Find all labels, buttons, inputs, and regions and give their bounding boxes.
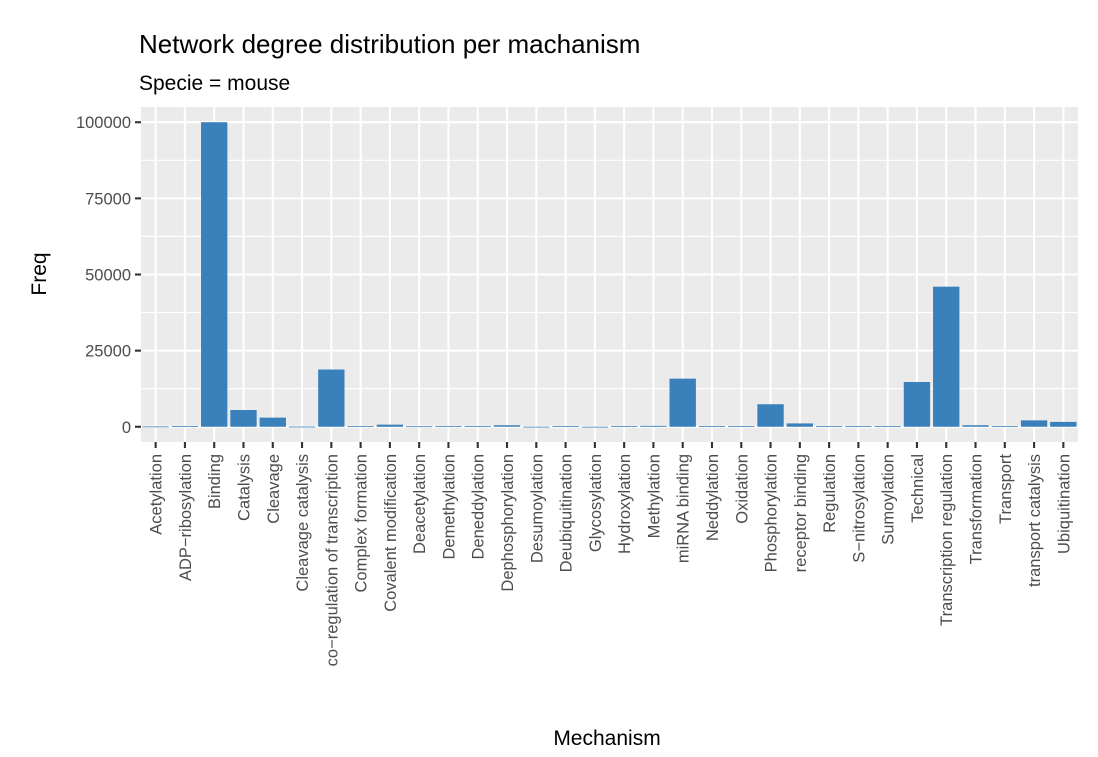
bar: [845, 426, 872, 427]
x-tick-label: Phosphorylation: [763, 454, 781, 572]
bar: [405, 426, 433, 428]
bar: [815, 426, 843, 427]
x-tick-label: Transcription regulation: [938, 454, 956, 626]
x-tick-label: S−nitrosylation: [850, 454, 868, 563]
x-tick-label: Complex formation: [353, 454, 371, 592]
x-tick-label: Technical: [909, 454, 927, 523]
bar: [757, 404, 784, 427]
bar: [171, 426, 199, 427]
bar: [669, 378, 696, 427]
x-tick-label: Binding: [206, 454, 224, 509]
x-tick-label: Covalent modification: [382, 454, 400, 612]
x-tick-label: Cleavage catalysis: [294, 454, 312, 592]
bar: [991, 426, 1018, 427]
x-tick-label: co−regulation of transcription: [323, 454, 341, 666]
x-tick-label: ADP−ribosylation: [177, 454, 195, 581]
bar: [201, 122, 228, 427]
y-tick-label: 75000: [85, 190, 131, 208]
x-tick-label: Hydroxylation: [616, 454, 634, 554]
x-tick-label: Desumoylation: [528, 454, 546, 563]
bar: [347, 426, 374, 427]
bar: [288, 426, 316, 428]
bar: [581, 426, 609, 428]
bar: [728, 426, 755, 427]
bar: [786, 423, 814, 427]
bar: [523, 426, 550, 428]
x-tick-label: Transformation: [968, 454, 986, 564]
x-tick-label: Neddylation: [704, 454, 722, 541]
x-tick-label: Transport: [997, 454, 1015, 524]
y-tick-label: 100000: [76, 114, 131, 132]
x-tick-label: Deubiquitination: [558, 454, 576, 572]
bar: [493, 425, 521, 427]
bar: [640, 425, 667, 427]
x-tick-label: Demethylation: [440, 454, 458, 559]
bar: [933, 286, 960, 427]
x-tick-label: transport catalysis: [1026, 454, 1044, 587]
y-tick-label: 25000: [85, 343, 131, 361]
x-tick-label: Deacetylation: [411, 454, 429, 554]
x-tick-label: Catalysis: [235, 454, 253, 521]
x-tick-label: Oxidation: [733, 454, 751, 524]
x-tick-label: miRNA binding: [675, 454, 693, 563]
bar: [376, 424, 404, 427]
bar: [142, 426, 169, 428]
y-axis-title: Freq: [28, 252, 51, 295]
y-tick-label: 0: [122, 419, 131, 437]
x-tick-label: Sumoylation: [880, 454, 898, 545]
bars: [142, 122, 1077, 428]
bar: [552, 426, 579, 427]
y-tick-label: 50000: [85, 267, 131, 285]
bar: [318, 369, 345, 427]
bar: [1020, 420, 1048, 427]
x-tick-label: Deneddylation: [470, 454, 488, 560]
x-tick-label: Acetylation: [148, 454, 166, 535]
x-tick-label: Dephosphorylation: [499, 454, 517, 592]
bar: [903, 382, 931, 427]
x-tick-label: Regulation: [821, 454, 839, 533]
bar: [259, 417, 286, 427]
bar: [610, 426, 638, 427]
bar: [435, 426, 462, 427]
bar: [230, 410, 257, 427]
bar: [962, 425, 989, 427]
x-tick-label: Cleavage: [265, 454, 283, 524]
axes: 0 25000 50000 75000 100000 Acetylation ADP−rib…: [76, 114, 1073, 666]
chart-subtitle: Specie = mouse: [139, 72, 290, 95]
bar: [698, 426, 726, 427]
x-tick-label: Glycosylation: [587, 454, 605, 552]
bar: [464, 426, 491, 427]
bar: [1050, 421, 1077, 427]
bar: [874, 426, 901, 427]
x-tick-label: receptor binding: [792, 454, 810, 572]
chart-title: Network degree distribution per machanis…: [139, 29, 640, 59]
x-tick-label: Ubiquitination: [1055, 454, 1073, 554]
x-axis-title: Mechanism: [553, 727, 660, 750]
x-tick-label: Methylation: [645, 454, 663, 538]
